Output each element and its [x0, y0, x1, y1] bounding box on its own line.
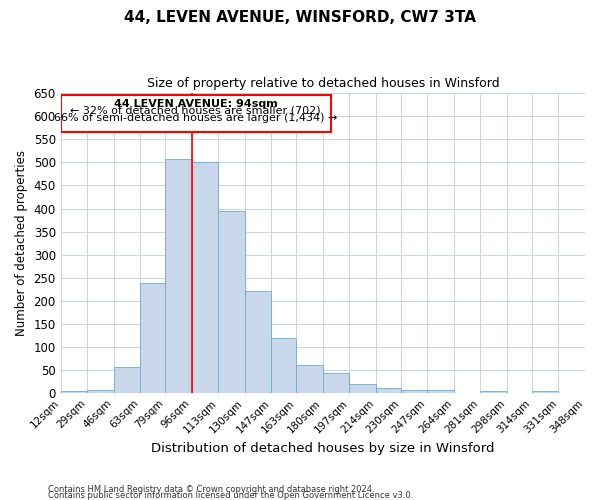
Text: 44, LEVEN AVENUE, WINSFORD, CW7 3TA: 44, LEVEN AVENUE, WINSFORD, CW7 3TA — [124, 10, 476, 25]
Y-axis label: Number of detached properties: Number of detached properties — [15, 150, 28, 336]
Text: ← 32% of detached houses are smaller (702): ← 32% of detached houses are smaller (70… — [70, 106, 321, 116]
Text: Contains HM Land Registry data © Crown copyright and database right 2024.: Contains HM Land Registry data © Crown c… — [48, 484, 374, 494]
Bar — [245, 291, 271, 394]
Bar — [376, 388, 401, 394]
Bar — [218, 211, 245, 394]
Bar — [427, 390, 454, 394]
Bar — [87, 390, 114, 394]
Bar — [114, 366, 140, 394]
Bar — [349, 384, 376, 394]
Text: 44 LEVEN AVENUE: 94sqm: 44 LEVEN AVENUE: 94sqm — [114, 98, 278, 108]
Bar — [401, 390, 427, 394]
Bar — [140, 284, 165, 394]
Bar — [61, 391, 87, 394]
Bar — [271, 338, 296, 394]
Bar — [192, 162, 218, 394]
Bar — [296, 364, 323, 394]
Bar — [165, 159, 192, 394]
Title: Size of property relative to detached houses in Winsford: Size of property relative to detached ho… — [146, 78, 499, 90]
Text: Contains public sector information licensed under the Open Government Licence v3: Contains public sector information licen… — [48, 491, 413, 500]
Bar — [323, 372, 349, 394]
X-axis label: Distribution of detached houses by size in Winsford: Distribution of detached houses by size … — [151, 442, 494, 455]
Bar — [481, 391, 507, 394]
Text: 66% of semi-detached houses are larger (1,434) →: 66% of semi-detached houses are larger (… — [54, 113, 337, 123]
Bar — [532, 391, 559, 394]
FancyBboxPatch shape — [61, 96, 331, 132]
